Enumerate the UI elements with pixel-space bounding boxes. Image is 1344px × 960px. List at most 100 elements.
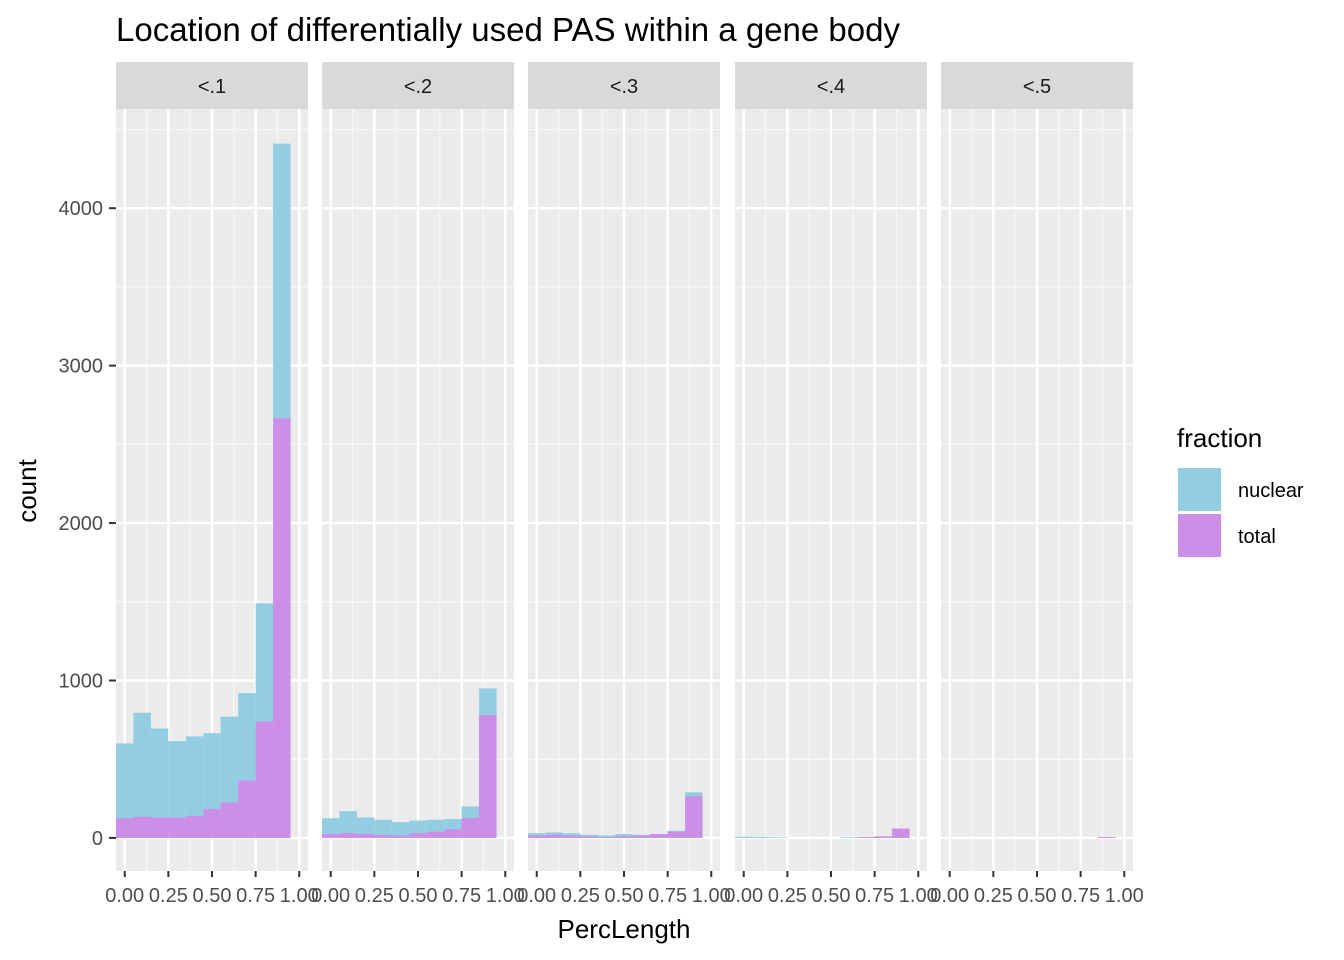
bar-total <box>133 816 151 838</box>
facet-panel: <.2 0.00 0.25 0.50 0.75 1.00 <box>311 62 525 907</box>
bar-nuclear <box>322 818 340 838</box>
facet-strip-label: <.5 <box>1023 76 1051 98</box>
x-tick-label: 0.25 <box>768 885 807 907</box>
bar-nuclear <box>356 817 375 838</box>
facet-strip-label: <.2 <box>404 76 432 98</box>
legend-label-total: total <box>1238 526 1276 548</box>
facet-panel: <.5 0.00 0.25 0.50 0.75 1.00 <box>930 62 1144 907</box>
bar-total <box>203 808 221 838</box>
bar-nuclear <box>615 834 633 838</box>
bar-total <box>444 829 462 838</box>
y-axis-title: count <box>12 458 42 522</box>
x-tick-label: 0.25 <box>561 885 600 907</box>
legend: fraction nuclear total <box>1177 423 1304 557</box>
x-tick-label: 0.25 <box>149 885 188 907</box>
bar-total <box>597 837 616 838</box>
x-tick-label: 0.75 <box>442 885 481 907</box>
x-tick-label: 0.25 <box>974 885 1013 907</box>
bar-total <box>528 835 546 838</box>
facet-strip <box>116 62 308 109</box>
x-tick-label: 1.00 <box>486 885 525 907</box>
bar-total <box>667 831 686 838</box>
x-tick-label: 0.75 <box>855 885 894 907</box>
bar-total <box>874 836 893 838</box>
y-tick-label: 0 <box>92 828 103 850</box>
y-axis: 0 1000 2000 3000 4000 <box>59 198 116 850</box>
bar-total <box>116 818 134 838</box>
bar-total <box>168 817 186 838</box>
facet-panel: <.4 0.00 0.25 0.50 0.75 1.00 <box>724 62 938 907</box>
x-axis-title: PercLength <box>558 914 691 944</box>
bar-total <box>892 828 910 838</box>
x-tick-label: 0.00 <box>930 885 969 907</box>
x-tick-label: 0.50 <box>399 885 438 907</box>
legend-label-nuclear: nuclear <box>1238 480 1304 502</box>
bar-total <box>356 834 375 838</box>
bar-total <box>650 834 668 838</box>
bar-total <box>461 818 480 838</box>
bar-total <box>185 815 204 838</box>
bar-nuclear <box>339 811 357 838</box>
bar-total <box>1098 836 1116 838</box>
x-tick-label: 0.75 <box>648 885 687 907</box>
facet-panels: <.10.00 0.25 0.50 0.75 1.00<.20.00 0.25 0.50 0.… <box>105 62 1144 907</box>
bar-nuclear <box>168 741 186 838</box>
bar-total <box>391 835 410 838</box>
bar-nuclear <box>133 712 151 838</box>
bar-nuclear <box>769 837 788 838</box>
bar-total <box>615 836 633 838</box>
facet-strip-label: <.3 <box>610 76 638 98</box>
bar-nuclear <box>150 728 169 838</box>
bar-total <box>545 834 563 838</box>
facet-panel: <.1 0.00 0.25 0.50 0.75 1.00 <box>105 62 319 907</box>
x-tick-label: 0.50 <box>605 885 644 907</box>
facet-strip-label: <.1 <box>198 76 226 98</box>
y-tick-label: 1000 <box>59 671 104 693</box>
facet-panel: <.3 0.00 0.25 0.50 0.75 1.00 <box>517 62 731 907</box>
bar-total <box>238 780 256 838</box>
x-tick-label: 0.00 <box>724 885 763 907</box>
bar-total <box>562 835 581 838</box>
bar-total <box>580 836 598 838</box>
bar-nuclear <box>391 822 410 838</box>
x-tick-label: 0.50 <box>1018 885 1057 907</box>
x-tick-label: 1.00 <box>280 885 319 907</box>
x-tick-label: 0.00 <box>517 885 556 907</box>
bar-nuclear <box>116 743 134 838</box>
bar-nuclear <box>374 819 392 838</box>
bar-nuclear <box>185 736 204 838</box>
x-tick-label: 1.00 <box>692 885 731 907</box>
y-tick-label: 3000 <box>59 356 104 378</box>
bar-nuclear <box>839 837 858 838</box>
x-tick-label: 0.50 <box>812 885 851 907</box>
legend-key-total <box>1178 514 1221 557</box>
facet-strip <box>941 62 1133 109</box>
x-tick-label: 0.75 <box>1061 885 1100 907</box>
y-tick-label: 2000 <box>59 513 104 535</box>
facet-strip <box>528 62 720 109</box>
bar-total <box>273 418 291 838</box>
x-tick-label: 1.00 <box>1105 885 1144 907</box>
bar-nuclear <box>735 836 753 838</box>
facet-strip-label: <.4 <box>817 76 845 98</box>
y-tick-label: 4000 <box>59 198 104 220</box>
bar-total <box>150 817 169 838</box>
bar-nuclear <box>752 836 770 838</box>
bar-nuclear <box>597 835 616 838</box>
bar-total <box>685 796 703 838</box>
facet-strip <box>322 62 514 109</box>
bar-total <box>426 831 445 838</box>
bar-total <box>339 833 357 838</box>
bar-total <box>632 835 651 838</box>
x-tick-label: 0.25 <box>355 885 394 907</box>
legend-key-nuclear <box>1178 468 1221 511</box>
x-tick-label: 0.00 <box>105 885 144 907</box>
legend-title: fraction <box>1177 423 1262 453</box>
chart-title: Location of differentially used PAS with… <box>116 11 900 48</box>
x-tick-label: 0.75 <box>236 885 275 907</box>
bar-total <box>479 715 497 838</box>
x-tick-label: 0.00 <box>311 885 350 907</box>
bar-total <box>857 837 875 838</box>
x-tick-label: 1.00 <box>899 885 938 907</box>
